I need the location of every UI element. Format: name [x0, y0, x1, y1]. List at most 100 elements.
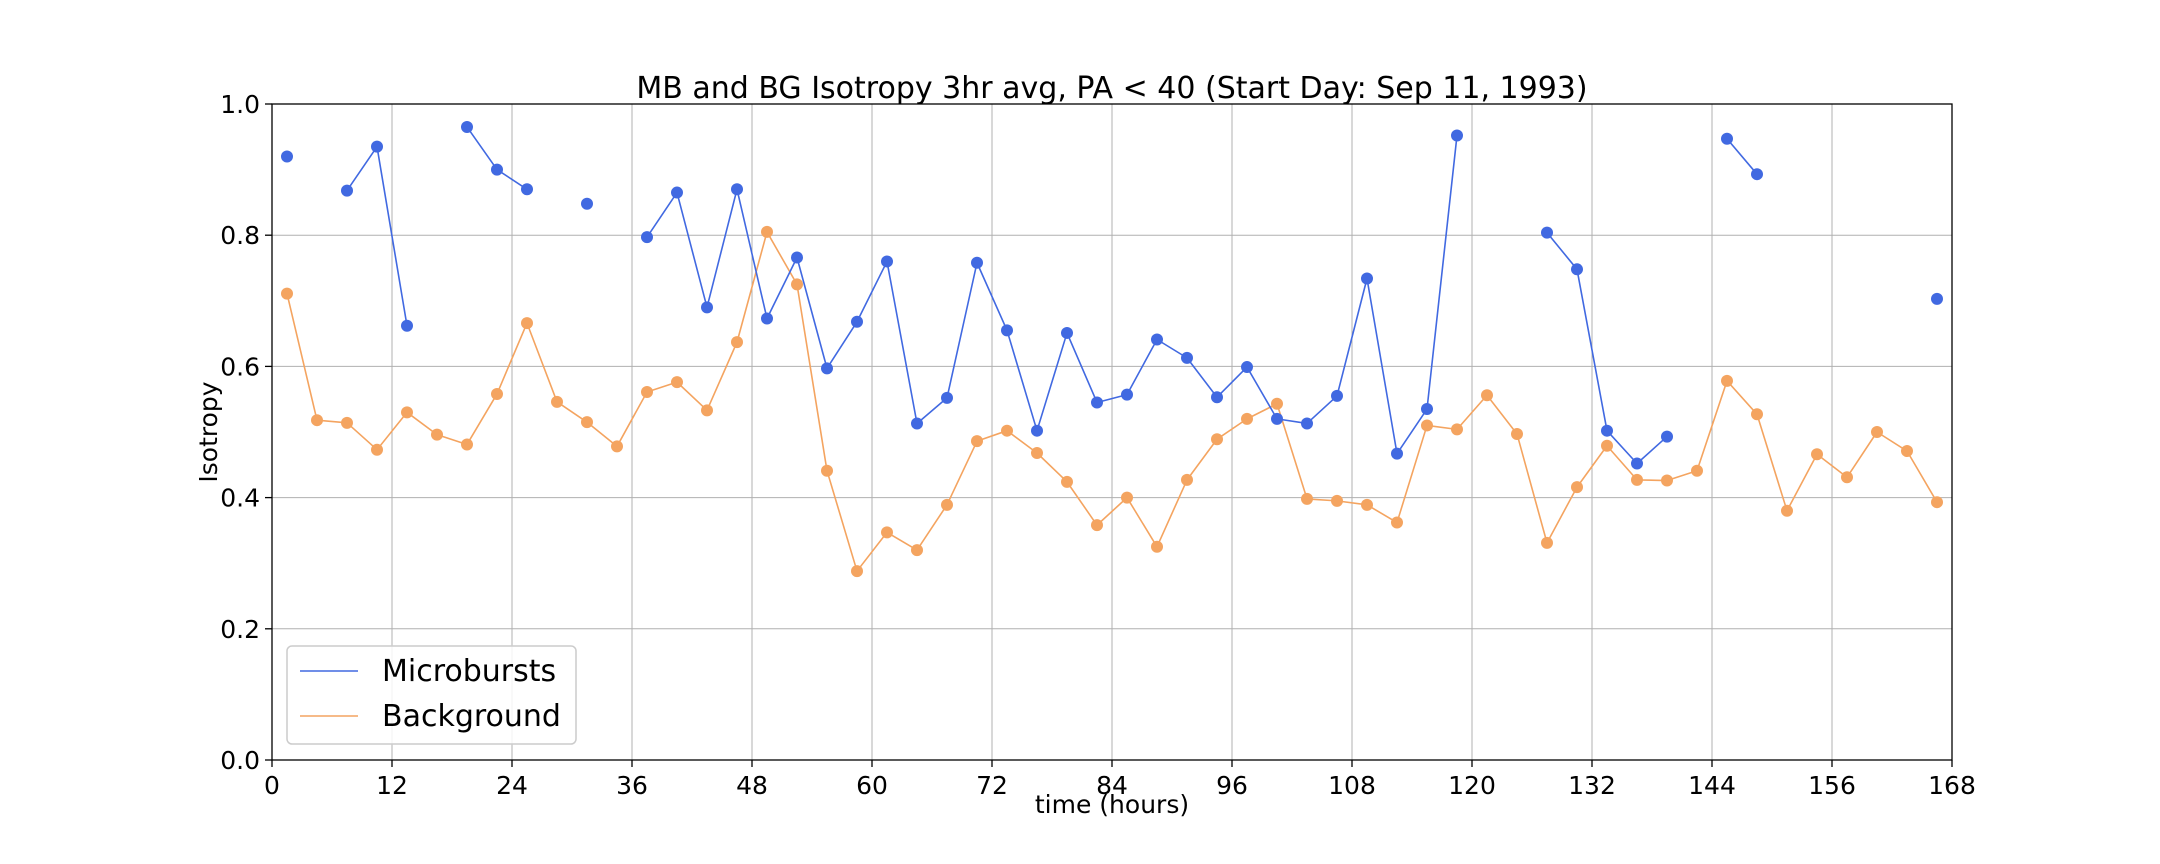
x-tick-label: 108	[1328, 771, 1376, 800]
legend-box	[286, 645, 577, 745]
data-point-background	[941, 498, 953, 511]
data-point-background	[1151, 540, 1163, 553]
data-point-microbursts	[1721, 132, 1733, 145]
data-point-microbursts	[1601, 424, 1613, 437]
data-point-microbursts	[1091, 396, 1103, 409]
data-point-microbursts	[971, 256, 983, 269]
data-point-background	[1061, 475, 1073, 488]
data-point-background	[1631, 473, 1643, 486]
data-point-background	[401, 406, 413, 419]
y-tick-label: 0.6	[220, 352, 260, 381]
data-point-background	[1031, 446, 1043, 459]
data-point-background	[821, 464, 833, 477]
x-tick-label: 72	[976, 771, 1008, 800]
x-tick-label: 24	[496, 771, 528, 800]
data-point-microbursts	[1751, 168, 1763, 181]
data-point-background	[1691, 464, 1703, 477]
x-axis-label: time (hours)	[1035, 790, 1189, 819]
data-point-microbursts	[521, 183, 533, 196]
data-point-background	[341, 416, 353, 429]
series-background	[281, 225, 1943, 578]
data-point-microbursts	[461, 120, 473, 133]
series-line-microbursts	[1726, 138, 1758, 175]
data-point-background	[881, 526, 893, 539]
data-point-microbursts	[731, 183, 743, 196]
data-point-microbursts	[1421, 403, 1433, 416]
data-point-background	[581, 416, 593, 429]
data-point-background	[1241, 412, 1253, 425]
y-tick-label: 0.4	[220, 484, 260, 513]
data-point-microbursts	[1331, 389, 1343, 402]
data-point-background	[1211, 433, 1223, 446]
data-point-background	[911, 544, 923, 557]
series-line-microbursts	[466, 126, 528, 190]
data-point-microbursts	[1661, 430, 1673, 443]
x-tick-label: 36	[616, 771, 648, 800]
data-point-microbursts	[281, 150, 293, 163]
chart-title: MB and BG Isotropy 3hr avg, PA < 40 (Sta…	[636, 71, 1587, 106]
data-point-microbursts	[371, 140, 383, 153]
data-point-microbursts	[1391, 447, 1403, 460]
data-point-microbursts	[791, 251, 803, 264]
data-point-microbursts	[1211, 391, 1223, 404]
data-point-background	[1931, 496, 1943, 509]
data-point-background	[1361, 498, 1373, 511]
data-point-background	[1601, 439, 1613, 452]
data-point-background	[641, 385, 653, 398]
data-point-microbursts	[1361, 272, 1373, 285]
data-point-microbursts	[851, 315, 863, 328]
data-point-microbursts	[1451, 129, 1463, 142]
data-point-background	[1571, 481, 1583, 494]
data-point-background	[761, 225, 773, 238]
data-point-background	[1301, 492, 1313, 505]
data-point-microbursts	[1151, 333, 1163, 346]
legend: Microbursts Background	[286, 645, 577, 745]
data-point-microbursts	[1181, 351, 1193, 364]
data-point-microbursts	[1001, 324, 1013, 337]
data-point-microbursts	[821, 362, 833, 375]
x-tick-label: 144	[1688, 771, 1736, 800]
y-tick-label: 0.2	[220, 615, 260, 644]
data-point-microbursts	[1061, 326, 1073, 339]
data-point-background	[1511, 427, 1523, 440]
data-point-microbursts	[941, 391, 953, 404]
legend-microbursts-label: Microbursts	[382, 654, 556, 689]
axis-ticks: 0 12 24 36 48 60 72 84 96 108 120 132 144 156 168 0.0 0.…	[220, 90, 1976, 800]
data-point-microbursts	[1931, 292, 1943, 305]
data-point-microbursts	[1541, 226, 1553, 239]
y-tick-label: 0.0	[220, 746, 260, 775]
data-point-background	[431, 428, 443, 441]
data-point-background	[1091, 519, 1103, 532]
data-point-microbursts	[401, 319, 413, 332]
x-tick-label: 60	[856, 771, 888, 800]
data-point-background	[1721, 374, 1733, 387]
data-point-background	[671, 376, 683, 389]
data-point-background	[1871, 426, 1883, 438]
data-point-microbursts	[1631, 457, 1643, 470]
data-point-background	[311, 414, 323, 427]
x-tick-label: 96	[1216, 771, 1248, 800]
data-point-background	[1121, 491, 1133, 504]
series-line-microbursts	[646, 135, 1458, 455]
data-point-background	[551, 395, 563, 408]
data-point-microbursts	[581, 197, 593, 210]
x-tick-label: 168	[1928, 771, 1976, 800]
data-point-microbursts	[911, 417, 923, 430]
legend-background-label: Background	[382, 699, 561, 734]
x-tick-label: 12	[376, 771, 408, 800]
data-point-background	[1841, 471, 1853, 484]
data-point-background	[1451, 423, 1463, 436]
data-point-background	[1781, 504, 1793, 517]
data-point-background	[371, 443, 383, 456]
data-point-microbursts	[1301, 417, 1313, 430]
data-point-background	[851, 565, 863, 578]
data-point-background	[1421, 419, 1433, 432]
data-point-microbursts	[1121, 388, 1133, 401]
data-point-background	[521, 317, 533, 330]
x-tick-label: 132	[1568, 771, 1616, 800]
data-point-background	[1751, 408, 1763, 421]
data-point-background	[1481, 389, 1493, 402]
data-point-background	[1391, 516, 1403, 529]
series-line-microbursts	[346, 145, 408, 326]
